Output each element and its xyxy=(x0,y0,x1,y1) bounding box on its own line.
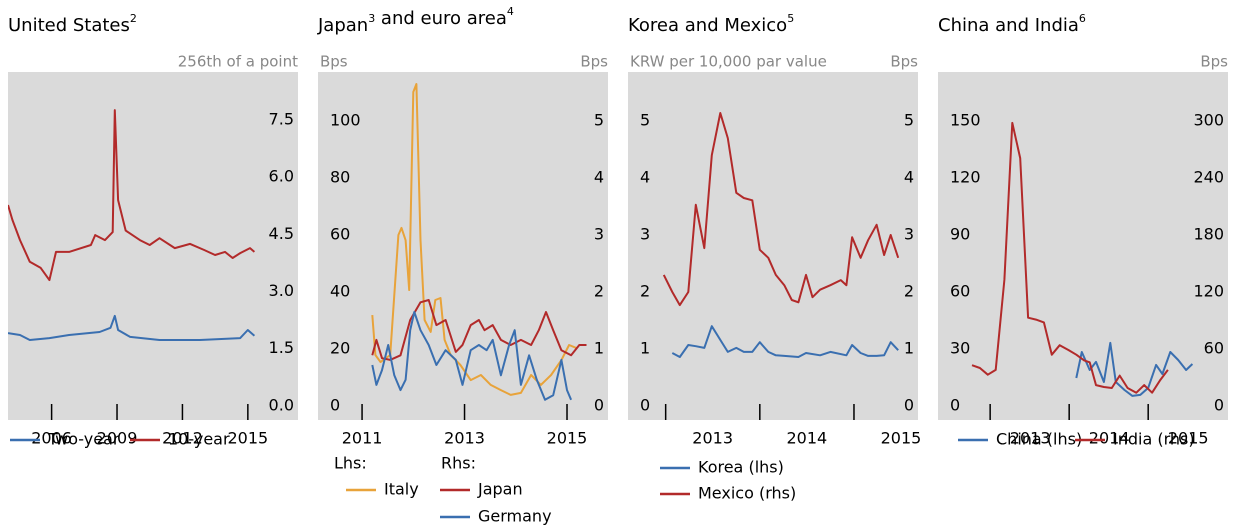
legend-label: China (lhs) xyxy=(996,430,1082,449)
y-tick-label: 4.5 xyxy=(269,224,294,243)
y-tick-label: 2 xyxy=(640,282,650,301)
title-sup: 4 xyxy=(507,5,514,18)
title-sup: 3 xyxy=(368,12,375,25)
legend-label: Two-year xyxy=(47,430,120,449)
chart-title: Korea and Mexico5 xyxy=(628,12,794,36)
legend-label: India (rhs) xyxy=(1113,430,1195,449)
x-tick-label: 2015 xyxy=(547,429,588,448)
x-tick-label: 2006 xyxy=(31,429,72,448)
legend-label: Mexico (rhs) xyxy=(698,484,796,503)
y2-axis-label: Bps xyxy=(1200,53,1228,71)
y2-tick-label: 240 xyxy=(1193,168,1224,187)
y-tick-label: 5 xyxy=(640,111,650,130)
y-tick-label: 6.0 xyxy=(269,167,294,186)
y-tick-label: 40 xyxy=(330,282,350,301)
y-tick-label: 7.5 xyxy=(269,110,294,129)
title-sup: 5 xyxy=(787,12,794,25)
x-tick-label: 2014 xyxy=(786,429,827,448)
y-tick-label: 3 xyxy=(640,225,650,244)
series-line xyxy=(8,109,256,282)
y-tick-label: 60 xyxy=(330,225,350,244)
y-tick-label: 0 xyxy=(640,396,650,415)
legend-label: Germany xyxy=(478,507,552,526)
y-tick-label: 1 xyxy=(640,339,650,358)
y-tick-label: 4 xyxy=(640,168,650,187)
y2-tick-label: 2 xyxy=(904,282,914,301)
y-tick-label: 60 xyxy=(950,281,970,300)
legend-label: 10-year xyxy=(168,430,230,449)
y2-tick-label: 4 xyxy=(594,168,604,187)
title-sup: 2 xyxy=(130,12,137,25)
y-tick-label: 0.0 xyxy=(269,395,294,414)
y2-tick-label: 4 xyxy=(904,168,914,187)
title-text: Korea and Mexico xyxy=(628,15,787,36)
y-tick-label: 150 xyxy=(950,111,981,130)
x-tick-label: 2014 xyxy=(1089,429,1130,448)
x-tick-label: 2012 xyxy=(162,429,203,448)
x-tick-label: 2015 xyxy=(881,429,922,448)
x-tick-label: 2013 xyxy=(692,429,733,448)
y-tick-label: 20 xyxy=(330,339,350,358)
title-text: China and India xyxy=(938,15,1079,36)
y2-tick-label: 0 xyxy=(1214,396,1224,415)
plot-area xyxy=(628,72,918,420)
y2-tick-label: 180 xyxy=(1193,225,1224,244)
series-line xyxy=(371,83,577,396)
y2-axis-label: Bps xyxy=(890,53,918,71)
series-line xyxy=(971,121,1169,394)
y-axis-label: KRW per 10,000 par value xyxy=(630,53,827,71)
title-sup: 6 xyxy=(1079,12,1086,25)
series-line xyxy=(662,112,900,307)
x-tick-label: 2015 xyxy=(227,429,268,448)
chart-title: United States2 xyxy=(8,12,137,36)
legend-label: Italy xyxy=(384,480,419,499)
title-text: and euro area xyxy=(375,8,507,29)
y2-tick-label: 3 xyxy=(904,225,914,244)
y2-tick-label: 0 xyxy=(904,396,914,415)
y2-tick-label: 1 xyxy=(594,339,604,358)
x-tick-label: 2011 xyxy=(342,429,383,448)
legend-heading: Lhs: xyxy=(334,454,367,473)
series-line xyxy=(371,299,587,361)
y2-tick-label: 60 xyxy=(1204,339,1224,358)
title-text: United States xyxy=(8,15,130,36)
chart-title: China and India6 xyxy=(938,12,1086,36)
plot-area xyxy=(8,72,298,420)
y-tick-label: 0 xyxy=(950,395,960,414)
y2-tick-label: 300 xyxy=(1193,111,1224,130)
y-tick-label: 3.0 xyxy=(269,281,294,300)
series-line xyxy=(371,311,573,401)
x-tick-label: 2013 xyxy=(444,429,485,448)
x-tick-label: 2009 xyxy=(97,429,138,448)
y-tick-label: 0 xyxy=(330,396,340,415)
y2-tick-label: 0 xyxy=(594,396,604,415)
y2-tick-label: 1 xyxy=(904,339,914,358)
y2-tick-label: 120 xyxy=(1193,282,1224,301)
series-line xyxy=(8,314,256,341)
series-line xyxy=(671,325,899,358)
y-tick-label: 1.5 xyxy=(269,338,294,357)
x-tick-label: 2013 xyxy=(1010,429,1051,448)
y-tick-label: 30 xyxy=(950,338,970,357)
y2-tick-label: 3 xyxy=(594,225,604,244)
y2-tick-label: 5 xyxy=(904,111,914,130)
legend-heading: Rhs: xyxy=(441,454,476,473)
y2-axis-label: Bps xyxy=(580,53,608,71)
y2-tick-label: 2 xyxy=(594,282,604,301)
chart-title: Japan3 and euro area4 xyxy=(317,5,514,36)
legend-label: Japan xyxy=(477,480,523,499)
y-tick-label: 100 xyxy=(330,111,361,130)
series-line xyxy=(1075,341,1194,397)
y-axis-label: Bps xyxy=(320,53,348,71)
y-tick-label: 90 xyxy=(950,224,970,243)
y2-tick-label: 5 xyxy=(594,111,604,130)
legend-label: Korea (lhs) xyxy=(698,458,784,477)
y-axis-label: 256th of a point xyxy=(178,53,298,71)
y-tick-label: 120 xyxy=(950,167,981,186)
title-text: Japan xyxy=(317,15,368,36)
x-tick-label: 2015 xyxy=(1168,429,1209,448)
y-tick-label: 80 xyxy=(330,168,350,187)
